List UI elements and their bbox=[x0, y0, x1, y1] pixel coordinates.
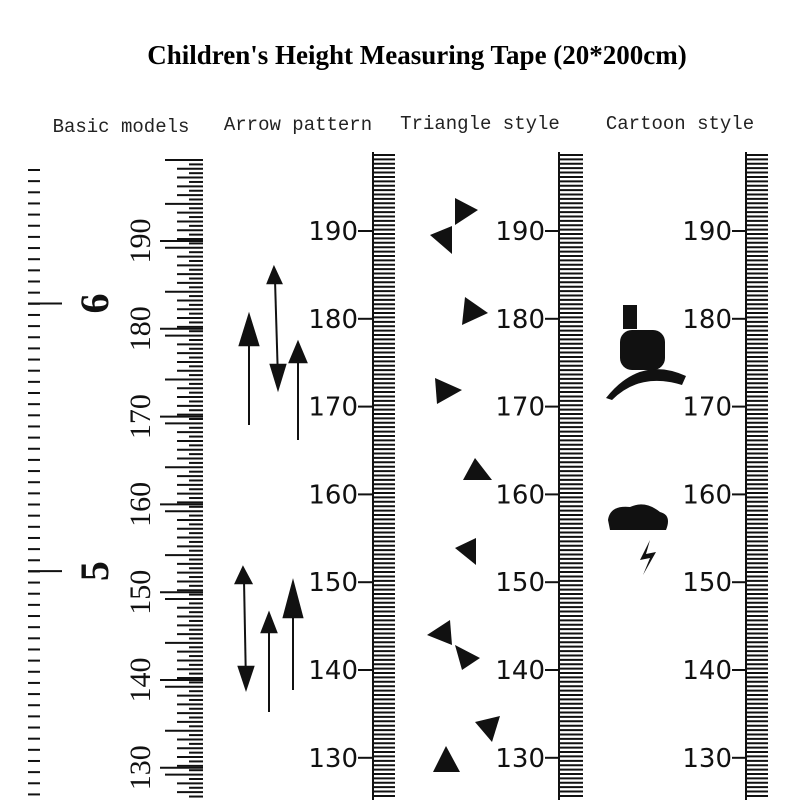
cm-label: 160 bbox=[308, 480, 358, 510]
cm-label: 150 bbox=[308, 568, 358, 598]
cm-label: 140 bbox=[308, 656, 358, 686]
cm-label: 170 bbox=[495, 393, 545, 423]
cm-label: 180 bbox=[495, 305, 545, 335]
cm-label: 170 bbox=[124, 394, 157, 439]
cm-label: 190 bbox=[682, 217, 732, 247]
cm-label: 140 bbox=[682, 656, 732, 686]
cm-label: 150 bbox=[682, 568, 732, 598]
column-label: Cartoon style bbox=[606, 113, 754, 135]
cm-label: 170 bbox=[682, 393, 732, 423]
cm-label: 160 bbox=[124, 482, 157, 527]
cm-label: 140 bbox=[124, 658, 157, 703]
inch-label: 5 bbox=[72, 561, 117, 581]
cm-label: 150 bbox=[495, 568, 545, 598]
cm-label: 170 bbox=[308, 393, 358, 423]
cartoon-decoration bbox=[606, 305, 686, 575]
column-label: Arrow pattern bbox=[224, 114, 372, 136]
cm-label: 130 bbox=[308, 744, 358, 774]
cm-label: 190 bbox=[495, 217, 545, 247]
cm-label: 130 bbox=[682, 744, 732, 774]
arrow-decoration bbox=[234, 264, 308, 712]
cm-label: 180 bbox=[308, 305, 358, 335]
cm-label: 160 bbox=[495, 480, 545, 510]
cm-label: 140 bbox=[495, 656, 545, 686]
cm-label: 190 bbox=[124, 219, 157, 264]
inch-label: 6 bbox=[72, 294, 117, 314]
cm-label: 130 bbox=[495, 744, 545, 774]
triangle-decoration bbox=[427, 198, 500, 772]
title: Children's Height Measuring Tape (20*200… bbox=[147, 40, 687, 70]
cm-label: 130 bbox=[124, 745, 157, 790]
cm-label: 180 bbox=[124, 306, 157, 351]
column-label: Basic models bbox=[53, 116, 190, 138]
cm-label: 150 bbox=[124, 570, 157, 615]
column-label: Triangle style bbox=[400, 113, 560, 135]
cm-label: 180 bbox=[682, 305, 732, 335]
cm-label: 160 bbox=[682, 480, 732, 510]
cm-label: 190 bbox=[308, 217, 358, 247]
